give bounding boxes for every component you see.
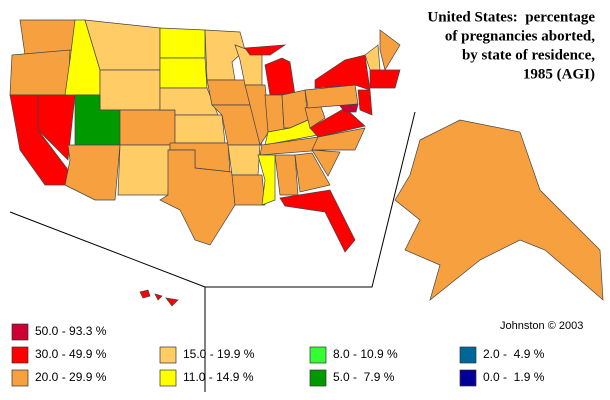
legend-swatch [459,369,477,387]
legend-label: 11.0 - 14.9 % [183,370,254,384]
legend-swatch [11,323,29,341]
inset-border [205,111,416,288]
lower-48-states [9,19,401,307]
title-line: by state of residence, [462,47,595,63]
credit: Johnston © 2003 [500,320,583,332]
legend-label: 8.0 - 10.9 % [333,347,398,361]
legend-label: 0.0 - 1.9 % [483,370,545,384]
legend-label: 2.0 - 4.9 % [483,347,545,361]
legend-swatch [159,346,177,364]
title-line: of pregnancies aborted, [445,28,595,44]
legend-swatch [459,346,477,364]
legend-label: 30.0 - 49.9 % [35,347,107,361]
legend-swatch [11,369,29,387]
legend: 50.0 - 93.3 % 30.0 - 49.9 % 20.0 - 29.9 % 1… [11,323,545,387]
alaska [394,119,604,301]
legend-swatch [11,346,29,364]
title-line: 1985 (AGI) [523,66,595,82]
legend-swatch [309,346,327,364]
legend-label: 50.0 - 93.3 % [35,324,107,338]
legend-label: 5.0 - 7.9 % [333,370,395,384]
legend-swatch [159,369,177,387]
title: United States: percentage of pregnancies … [427,9,595,82]
title-line: United States: percentage [427,9,595,25]
legend-label: 20.0 - 29.9 % [35,370,107,384]
legend-swatch [309,369,327,387]
legend-label: 15.0 - 19.9 % [183,347,255,361]
